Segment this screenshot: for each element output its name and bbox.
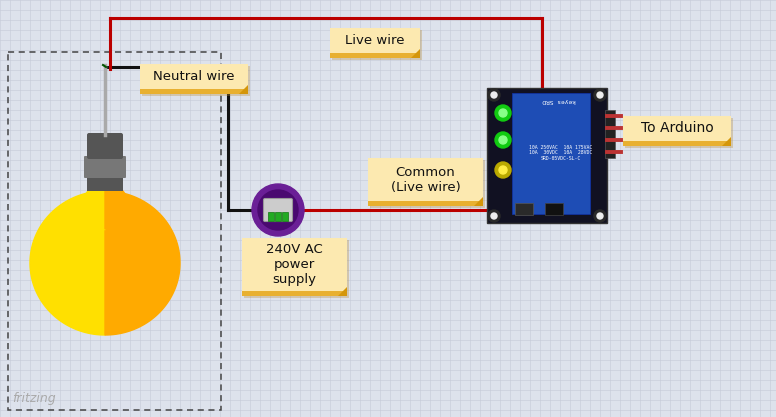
FancyBboxPatch shape <box>84 156 126 178</box>
Circle shape <box>252 184 304 236</box>
Circle shape <box>594 210 606 222</box>
Text: 240V AC
power
supply: 240V AC power supply <box>266 243 323 286</box>
Text: Live wire: Live wire <box>345 34 405 47</box>
FancyBboxPatch shape <box>487 88 607 223</box>
Text: keyes SRD: keyes SRD <box>542 98 576 103</box>
Circle shape <box>499 166 507 174</box>
FancyBboxPatch shape <box>275 212 281 221</box>
Polygon shape <box>338 287 347 296</box>
Circle shape <box>495 105 511 121</box>
FancyBboxPatch shape <box>140 64 248 94</box>
Circle shape <box>597 92 603 98</box>
FancyBboxPatch shape <box>244 240 349 298</box>
FancyBboxPatch shape <box>368 201 483 206</box>
FancyBboxPatch shape <box>142 66 250 96</box>
Polygon shape <box>30 191 105 335</box>
FancyBboxPatch shape <box>242 238 347 296</box>
Polygon shape <box>239 85 248 94</box>
FancyBboxPatch shape <box>370 160 485 208</box>
Circle shape <box>491 213 497 219</box>
Text: Neutral wire: Neutral wire <box>153 70 235 83</box>
FancyBboxPatch shape <box>330 53 420 58</box>
Circle shape <box>258 190 298 230</box>
Circle shape <box>499 136 507 144</box>
Circle shape <box>495 132 511 148</box>
Circle shape <box>499 109 507 117</box>
FancyBboxPatch shape <box>512 93 590 214</box>
Text: Common
(Live wire): Common (Live wire) <box>390 166 460 193</box>
Circle shape <box>495 162 511 178</box>
FancyBboxPatch shape <box>268 212 274 221</box>
FancyBboxPatch shape <box>264 198 293 221</box>
FancyBboxPatch shape <box>140 89 248 94</box>
Text: 10A 250VAC  10A 175VAC
10A  30VDC  10A  28VDC
SRD-05VDC-SL-C: 10A 250VAC 10A 175VAC 10A 30VDC 10A 28VD… <box>529 145 593 161</box>
FancyBboxPatch shape <box>605 110 615 158</box>
Polygon shape <box>411 49 420 58</box>
Circle shape <box>594 89 606 101</box>
FancyBboxPatch shape <box>87 177 123 191</box>
FancyBboxPatch shape <box>623 116 731 146</box>
FancyBboxPatch shape <box>330 28 420 58</box>
Circle shape <box>488 89 500 101</box>
Circle shape <box>488 210 500 222</box>
FancyBboxPatch shape <box>545 203 563 215</box>
FancyBboxPatch shape <box>332 30 422 60</box>
FancyBboxPatch shape <box>625 118 733 148</box>
FancyBboxPatch shape <box>87 133 123 159</box>
FancyBboxPatch shape <box>368 158 483 206</box>
FancyBboxPatch shape <box>515 203 533 215</box>
FancyBboxPatch shape <box>623 141 731 146</box>
Circle shape <box>597 213 603 219</box>
Circle shape <box>491 92 497 98</box>
Text: To Arduino: To Arduino <box>641 121 713 136</box>
Polygon shape <box>105 191 150 229</box>
Polygon shape <box>105 191 180 335</box>
Text: fritzing: fritzing <box>12 392 56 405</box>
Polygon shape <box>61 191 105 229</box>
FancyBboxPatch shape <box>242 291 347 296</box>
FancyBboxPatch shape <box>282 212 288 221</box>
Polygon shape <box>474 197 483 206</box>
Polygon shape <box>722 137 731 146</box>
